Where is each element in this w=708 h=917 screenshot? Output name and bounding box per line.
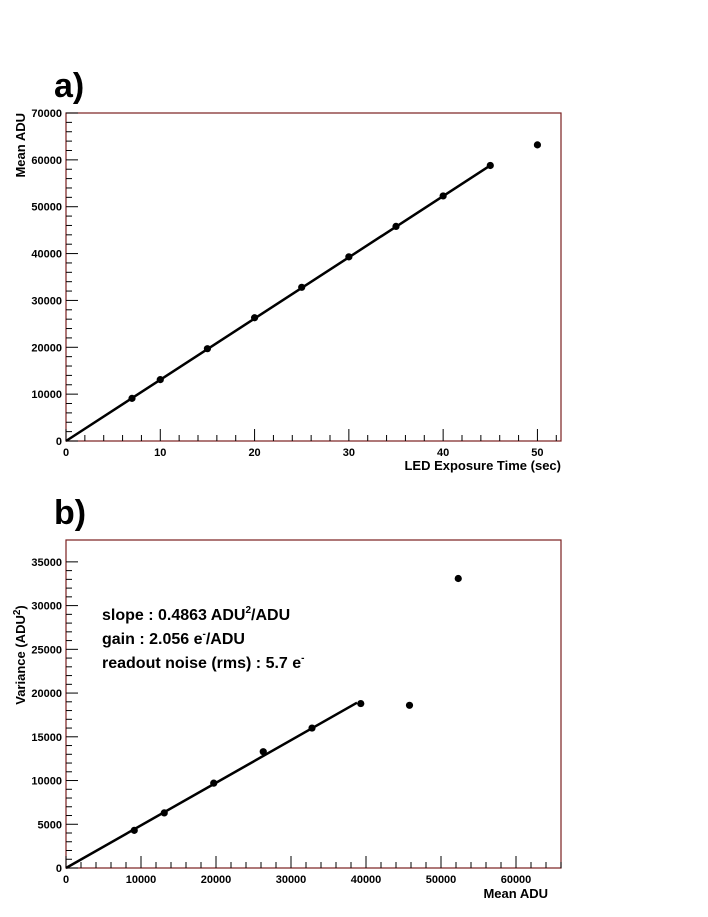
- annotation-slope-end: /ADU: [251, 607, 290, 624]
- a-y-tick-label: 40000: [31, 249, 62, 261]
- annotation-gain-main: gain : 2.056 e: [102, 631, 203, 648]
- a-y-tick-label: 10000: [31, 389, 62, 401]
- b-data-point-5: [357, 699, 365, 708]
- b-x-tick-label: 50000: [426, 874, 457, 886]
- a-x-tick-label: 0: [63, 447, 69, 459]
- a-x-tick-label: 30: [343, 447, 355, 459]
- b-y-tick-label: 30000: [31, 601, 62, 613]
- a-y-tick-label: 70000: [31, 108, 62, 120]
- panel-a-y-ticks: 0 10000 20000 30000 40000 50000 60000 70000: [31, 108, 78, 448]
- b-data-point-0: [130, 826, 138, 834]
- a-data-point-7: [439, 192, 447, 200]
- panel-a: a) 010000200003000040000500006000070000 …: [13, 67, 562, 473]
- annotation-gain-sup: -: [203, 629, 206, 640]
- b-x-tick-label: 60000: [501, 874, 532, 886]
- a-data-point-2: [203, 345, 212, 353]
- a-data-point-6: [392, 222, 400, 230]
- a-data-point-8: [486, 161, 494, 170]
- annotation-gain-end: /ADU: [206, 631, 245, 648]
- panel-a-y-axis-title: Mean ADU: [13, 113, 28, 178]
- a-y-tick-label: 20000: [31, 342, 62, 354]
- b-data-point-1: [160, 809, 168, 817]
- a-y-tick-label: 30000: [31, 295, 62, 307]
- annotation-slope-sup: 2: [245, 605, 251, 616]
- panel-a-fit-line: [65, 164, 491, 443]
- panel-b-label: b): [54, 494, 86, 532]
- a-x-tick-label: 40: [437, 447, 449, 459]
- a-data-point-4: [298, 283, 306, 291]
- b-y-tick-label: 35000: [31, 557, 62, 569]
- b-data-point-7: [454, 574, 462, 583]
- panel-b-points: [130, 574, 462, 834]
- annotation-gain: gain : 2.056 e-/ADU: [102, 629, 245, 648]
- b-data-point-3: [259, 748, 267, 756]
- annotation-readout-noise: readout noise (rms) : 5.7 e-: [102, 653, 305, 672]
- b-x-tick-label: 10000: [126, 874, 157, 886]
- annotation-slope-main: slope : 0.4863 ADU: [102, 607, 245, 624]
- panel-a-label: a): [54, 67, 84, 105]
- b-y-tick-label: 15000: [31, 732, 62, 744]
- panel-a-x-ticks: 0 10 20 30 40 50: [63, 429, 557, 459]
- panel-b-x-axis-title: Mean ADU: [483, 886, 548, 901]
- panel-b-y-axis-title-end: ): [13, 605, 28, 609]
- panel-b-y-axis-title-sup: 2: [12, 609, 23, 615]
- a-data-point-1: [156, 376, 164, 384]
- a-data-point-9: [533, 141, 542, 149]
- b-y-tick-label: 10000: [31, 776, 62, 788]
- b-data-point-6: [405, 701, 414, 709]
- b-y-tick-label: 20000: [31, 688, 62, 700]
- panel-a-x-axis-title: LED Exposure Time (sec): [404, 458, 561, 473]
- b-y-tick-label: 5000: [38, 819, 62, 831]
- panel-a-frame: [65, 112, 562, 442]
- a-y-tick-label: 60000: [31, 155, 62, 167]
- panel-b-x-ticks: 0 10000 20000 30000 40000 50000 60000: [63, 856, 562, 886]
- b-y-tick-label: 0: [56, 863, 62, 875]
- b-x-tick-label: 40000: [351, 874, 382, 886]
- annotation-noise-sup: -: [301, 653, 304, 664]
- a-x-tick-label: 20: [248, 447, 260, 459]
- a-y-tick-label: 0: [56, 436, 62, 448]
- panel-b-y-axis-title: Variance (ADU2): [12, 605, 28, 705]
- a-data-point-3: [250, 314, 259, 322]
- b-x-tick-label: 20000: [201, 874, 232, 886]
- b-data-point-2: [210, 779, 218, 787]
- panel-b: b) 0 5000 10000 15000 20000 25000 30000 35000 0…: [12, 494, 562, 901]
- b-x-tick-label: 0: [63, 874, 69, 886]
- a-data-point-5: [345, 253, 353, 261]
- annotation-noise-main: readout noise (rms) : 5.7 e: [102, 655, 301, 672]
- a-x-tick-label: 10: [154, 447, 166, 459]
- b-x-tick-label: 30000: [276, 874, 307, 886]
- panel-a-points: [128, 141, 542, 402]
- a-y-tick-label: 50000: [31, 202, 62, 214]
- panel-b-frame: [65, 539, 562, 869]
- b-data-point-4: [308, 724, 316, 732]
- annotation-slope: slope : 0.4863 ADU2/ADU: [102, 605, 290, 624]
- a-data-point-0: [128, 394, 136, 402]
- b-y-tick-label: 25000: [31, 644, 62, 656]
- a-x-tick-label: 50: [531, 447, 543, 459]
- panel-b-y-axis-title-main: Variance (ADU: [13, 615, 28, 705]
- panel-b-y-ticks: 0 5000 10000 15000 20000 25000 30000 35000: [31, 557, 78, 875]
